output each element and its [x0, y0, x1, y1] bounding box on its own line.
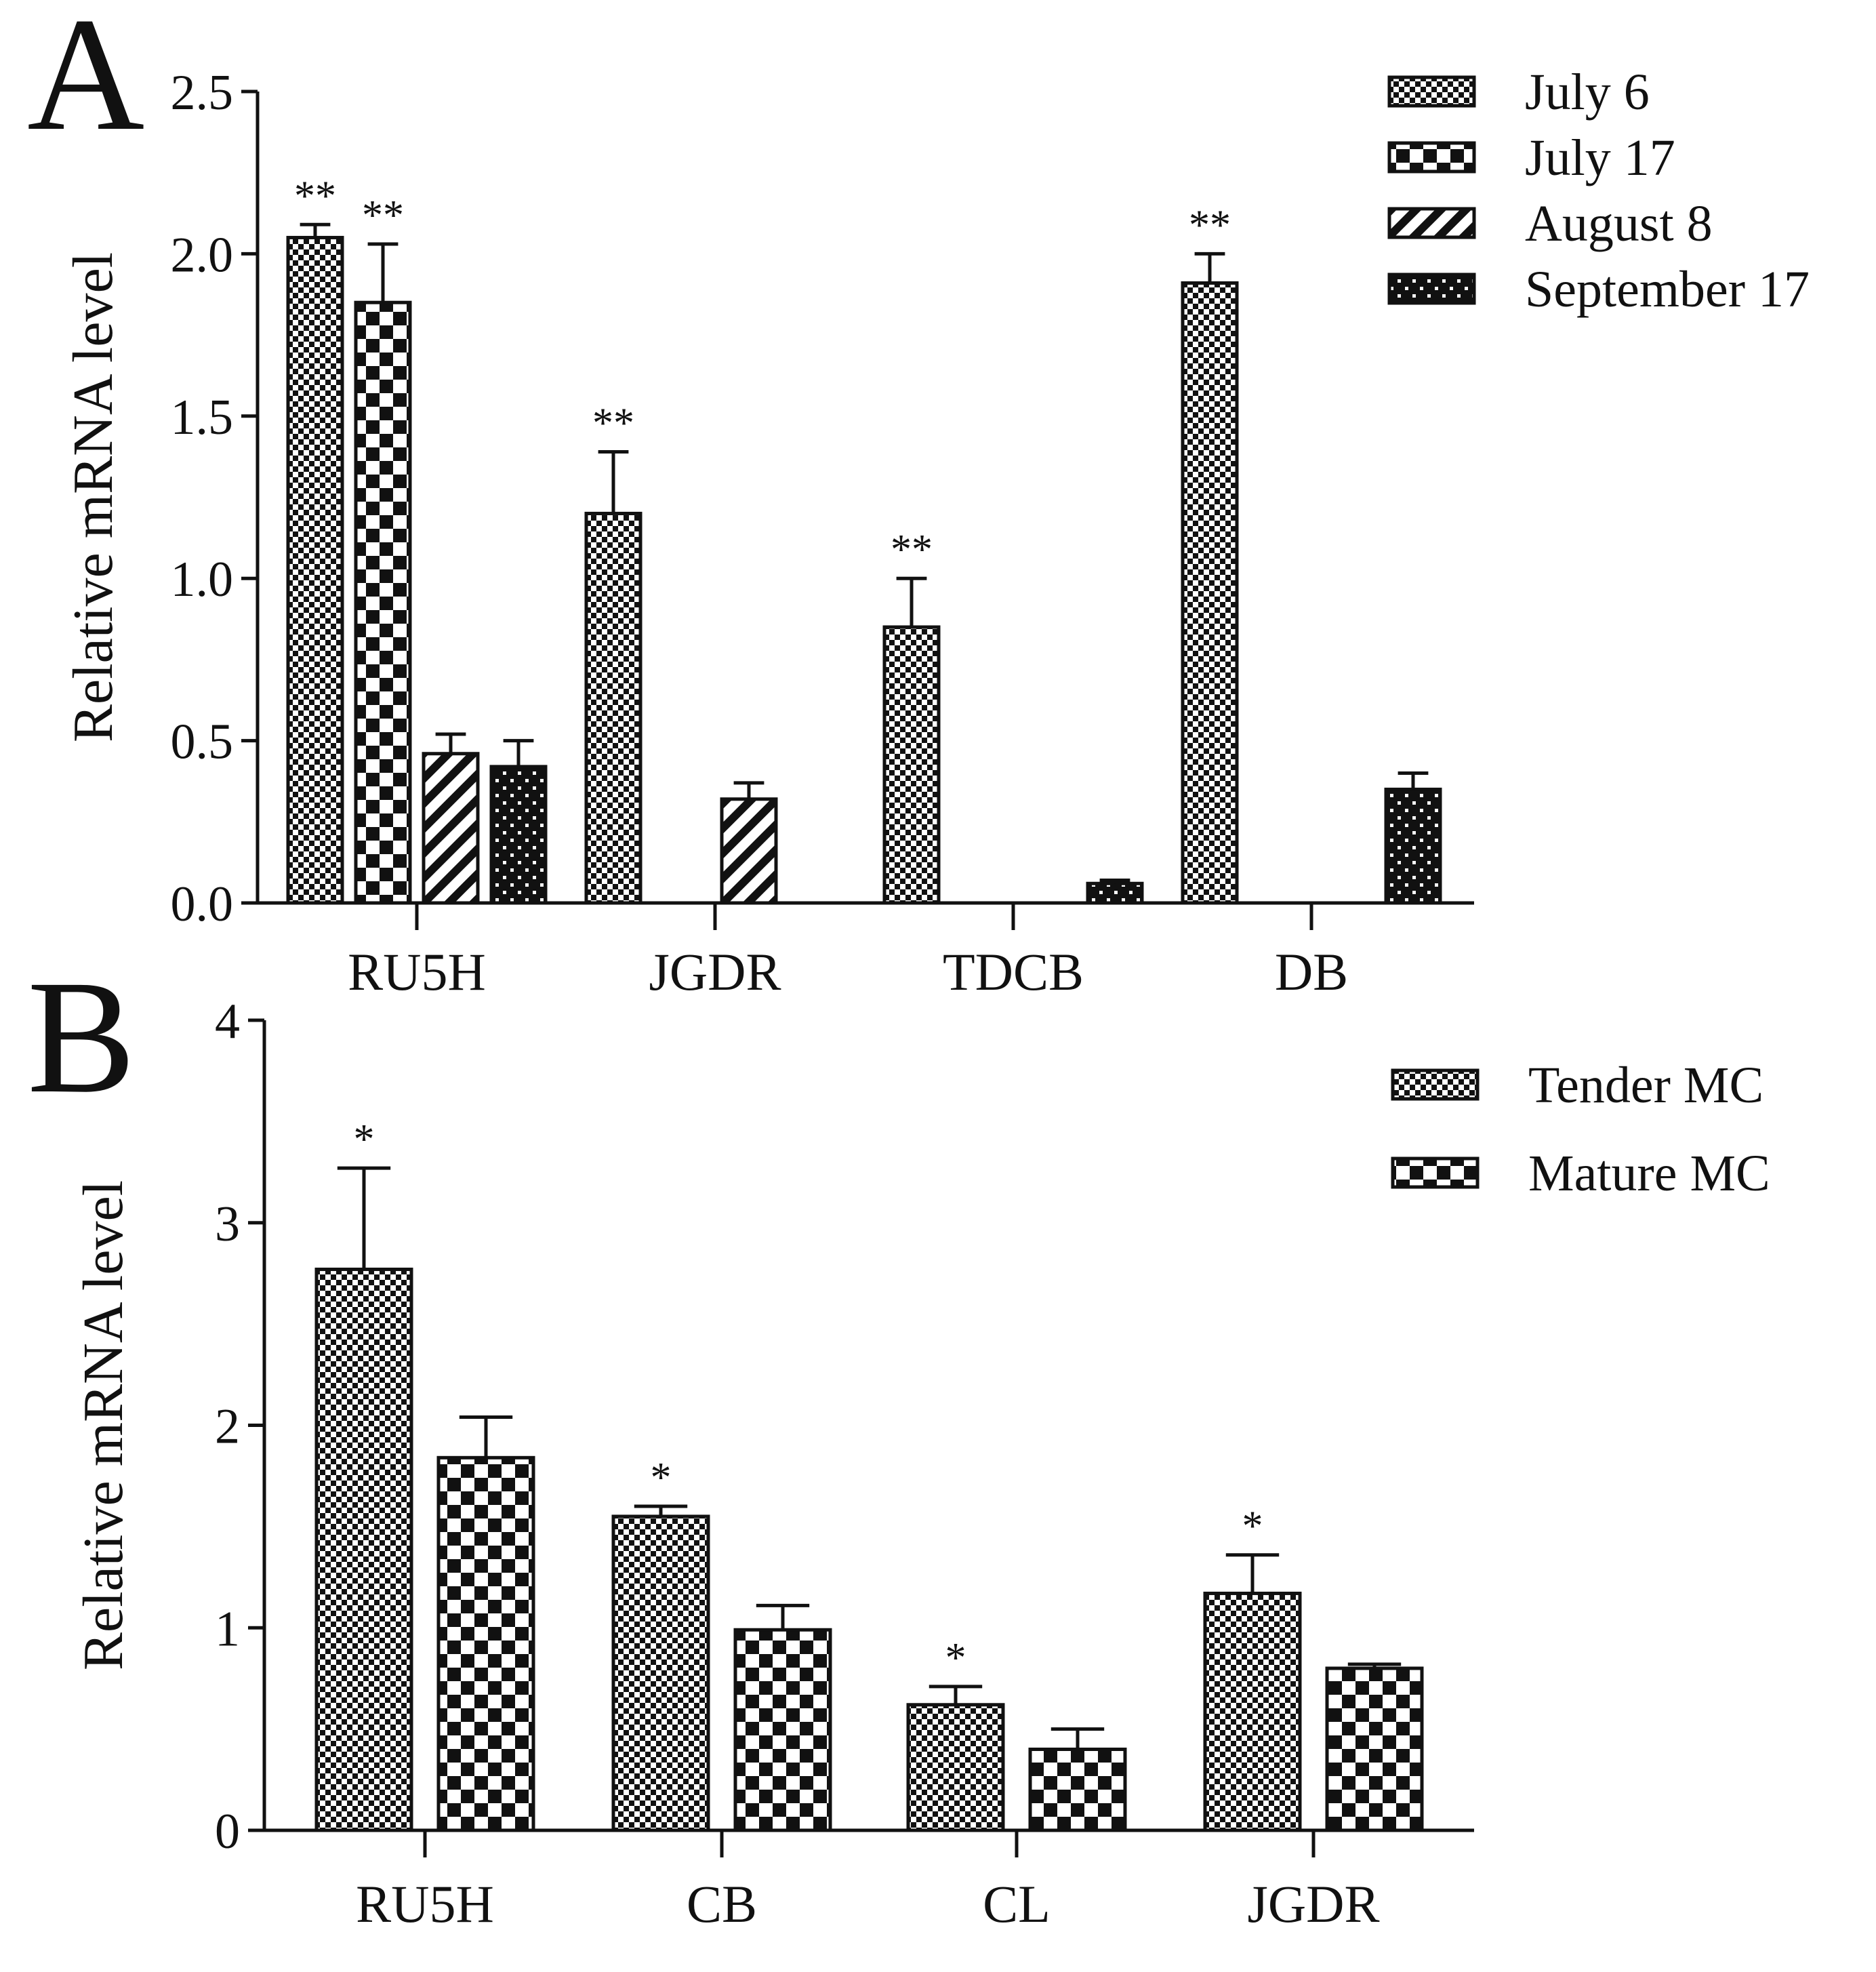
panel-a-category-label: TDCB: [943, 942, 1084, 1001]
panel-b-category-label: RU5H: [356, 1874, 494, 1933]
panel-b-letter: B: [27, 946, 136, 1127]
panel-b-significance-mark: *: [1242, 1504, 1263, 1550]
panel-b-category-label: CB: [687, 1874, 757, 1933]
panel-a-y-axis-title: Relative mRNA level: [62, 252, 125, 742]
panel-b-y-tick-label: 3: [215, 1196, 240, 1252]
panel-b-significance-mark: *: [354, 1116, 375, 1163]
panel-a-bar: [286, 235, 344, 905]
panel-a-y-tick-label: 2.0: [171, 227, 234, 283]
panel-b-legend-swatch: [1391, 1068, 1480, 1101]
panel-b-y-axis-title: Relative mRNA level: [72, 1180, 135, 1670]
panel-a-bar: [1181, 281, 1239, 905]
panel-b-bar: [1203, 1591, 1302, 1832]
panel-b-y-tick-label: 1: [215, 1601, 240, 1657]
panel-a-significance-mark: **: [891, 527, 933, 573]
panel-a-letter: A: [27, 0, 144, 164]
panel-a-significance-mark: **: [592, 400, 634, 446]
panel-a-legend-swatch: [1387, 273, 1476, 305]
panel-b-bar: [906, 1703, 1005, 1832]
panel-a-significance-mark: **: [362, 193, 404, 239]
panel-a-category-label: RU5H: [348, 942, 486, 1001]
panel-a-bar: [489, 765, 548, 905]
panel-a-legend-swatch: [1387, 75, 1476, 108]
panel-a-y-tick-label: 0.5: [171, 715, 234, 770]
panel-a-bar: [422, 752, 480, 905]
panel-a-chart: 0.0 0.5 1.0 1.5 2.0 2.5 Relative mRNA level RU5…: [62, 64, 1810, 1001]
panel-a-legend-swatch: [1387, 207, 1476, 239]
panel-a-legend-label: July 6: [1525, 64, 1650, 121]
panel-a-significance-mark: **: [294, 173, 336, 219]
panel-a-bar: [720, 797, 778, 905]
panel-b-bar: [1325, 1666, 1424, 1832]
panel-b-bar: [733, 1628, 832, 1832]
panel-a-bar: [584, 511, 643, 905]
panel-b-y-tick-label: 2: [215, 1399, 240, 1455]
panel-a-legend-label: August 8: [1525, 195, 1713, 252]
panel-b-bar: [1028, 1748, 1127, 1832]
panel-a-y-tick-label: 0.0: [171, 877, 234, 932]
panel-b-legend-label: Mature MC: [1528, 1145, 1770, 1202]
panel-b-significance-mark: *: [945, 1635, 966, 1681]
panel-b-y-tick-label: 0: [215, 1804, 240, 1859]
panel-b-y-tick-label: 4: [215, 994, 240, 1049]
panel-a-legend-label: September 17: [1525, 261, 1810, 318]
panel-b-significance-mark: *: [651, 1455, 672, 1501]
panel-b-bar: [314, 1267, 413, 1832]
panel-a-significance-mark: **: [1189, 202, 1231, 248]
panel-a-category-label: DB: [1275, 942, 1348, 1001]
panel-a-y-tick-label: 1.5: [171, 390, 234, 445]
panel-a-bar: [1384, 787, 1442, 905]
panel-b-legend-swatch: [1391, 1156, 1480, 1189]
panel-a-y-tick-label: 2.5: [171, 65, 234, 121]
panel-a-bar: [354, 300, 412, 905]
panel-b-legend-label: Tender MC: [1528, 1057, 1763, 1114]
panel-a-y-tick-label: 1.0: [171, 552, 234, 607]
panel-b-category-label: CL: [983, 1874, 1051, 1933]
panel-a-bar: [882, 625, 941, 905]
panel-b-bar: [611, 1514, 710, 1832]
panel-b-chart: 0 1 2 3 4 Relative mRNA level RU5H CB CL JGDR * * * *…: [72, 994, 1770, 1933]
panel-b-category-label: JGDR: [1247, 1874, 1379, 1933]
panel-b-bar: [436, 1455, 535, 1832]
panel-a-legend-swatch: [1387, 141, 1476, 174]
panel-a-category-label: JGDR: [649, 942, 781, 1001]
panel-a-bar: [1086, 881, 1144, 905]
panel-a-legend-label: July 17: [1525, 129, 1675, 186]
